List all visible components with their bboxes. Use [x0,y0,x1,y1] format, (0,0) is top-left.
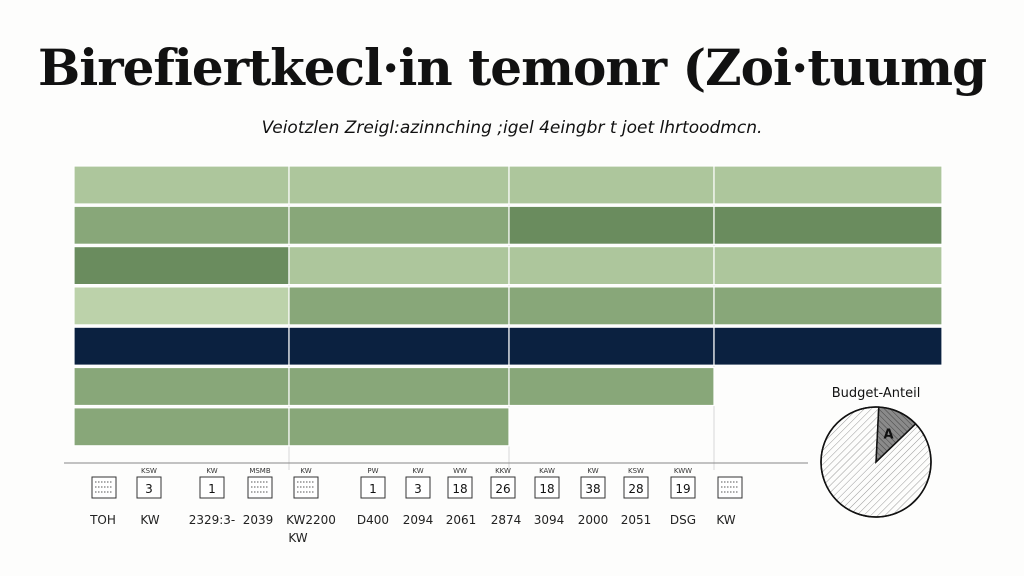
calendar-box [405,476,431,499]
x-tick-label-6: D400 [357,513,389,527]
x-tick-label-14: KW [716,513,735,527]
calendar-tick-head: MSMB [249,467,271,475]
calendar-tick-number: 38 [585,482,600,496]
calendar-tick-head: KW [206,467,217,475]
bar-row-4-segment-3 [508,286,715,326]
calendar-box [447,476,473,499]
x-tick-label-11: 2000 [578,513,609,527]
bar-row-3-segment-1 [73,246,290,286]
calendar-tick-2: KSW 3 [136,467,162,499]
calendar-tick-12: KSW 28 [623,467,649,499]
calendar-tick-head: KWW [674,467,692,475]
calendar-tick-head: KW [587,467,598,475]
bar-row-3-segment-2 [288,246,510,286]
calendar-tick-head: KW [412,467,423,475]
calendar-tick-head: KAW [539,467,555,475]
x-tick-label-5: KW2200 [286,513,336,527]
x-tick-label-9: 2874 [491,513,522,527]
pie-outline [820,406,932,518]
calendar-tick-7: KW 3 [405,467,431,499]
bar-row-3-segment-4 [713,246,943,286]
calendar-box [490,476,516,499]
calendar-tick-head: KW [300,467,311,475]
calendar-tick-number: 1 [208,482,216,496]
bar-row-5-segment-1 [73,326,290,366]
pie-title: Budget-Anteil [832,386,921,401]
bar-row-1-segment-4 [713,165,943,205]
bar-row-3-segment-3 [508,246,715,286]
calendar-box [136,476,162,499]
calendar-tick-8: WW 18 [447,467,473,499]
bar-row-1-segment-2 [288,165,510,205]
x-tick-label-12: 2051 [621,513,652,527]
bar-row-7-segment-2 [288,407,510,447]
bar-row-1-segment-1 [73,165,290,205]
calendar-tick-number: 3 [145,482,153,496]
calendar-box [670,476,696,499]
x-tick-label-8: 2061 [446,513,477,527]
calendar-tick-14 [717,476,743,499]
calendar-tick-head: KKW [495,467,511,475]
x-tick-label-1: TOH [89,513,116,527]
bar-row-1-segment-3 [508,165,715,205]
x-tick-label-13: DSG [670,513,696,527]
bar-row-4-segment-2 [288,286,510,326]
calendar-tick-11: KW 38 [580,467,606,499]
x-axis-sublabel: KW [288,531,307,545]
inset-pie-chart: A Budget-Anteil [820,386,932,518]
bar-row-5-segment-2 [288,326,510,366]
bar-row-4-segment-1 [73,286,290,326]
chart-subtitle: Veiotzlen Zreigl:azinnching ;igel 4eingb… [261,118,763,138]
x-tick-label-4: 2039 [243,513,274,527]
calendar-tick-head: WW [453,467,467,475]
calendar-tick-number: 26 [495,482,510,496]
x-tick-label-2: KW [140,513,159,527]
bar-row-2-segment-3 [508,205,715,245]
calendar-tick-number: 28 [628,482,643,496]
calendar-tick-number: 3 [414,482,422,496]
calendar-box [199,476,225,499]
calendar-tick-6: PW 1 [360,467,386,499]
bar-row-2-segment-4 [713,205,943,245]
calendar-box [534,476,560,499]
bar-row-2-segment-2 [288,205,510,245]
bar-row-5-segment-3 [508,326,715,366]
calendar-tick-9: KKW 26 [490,467,516,499]
calendar-tick-number: 18 [452,482,467,496]
calendar-tick-number: 18 [539,482,554,496]
calendar-tick-13: KWW 19 [670,467,696,499]
bar-row-6-segment-3 [508,366,715,407]
bar-row-6-segment-2 [288,366,510,407]
x-tick-label-3: 2329:3- [189,513,236,527]
bar-row-7-segment-1 [73,407,290,447]
calendar-tick-head: KSW [628,467,644,475]
x-axis: KSW 3 KW 1 MSMB KW PW 1 KW 3 WW 18 KKW 26 KAW 18 KW 38 KSW… [64,462,808,545]
calendar-tick-10: KAW 18 [534,467,560,499]
calendar-box [623,476,649,499]
bar-row-4-segment-4 [713,286,943,326]
calendar-tick-4: MSMB [247,467,273,499]
bar-row-6-segment-1 [73,366,290,407]
calendar-tick-1 [91,476,117,499]
pie-slice-label: A [883,427,893,442]
calendar-box [580,476,606,499]
bars [73,165,943,447]
calendar-tick-number: 1 [369,482,377,496]
calendar-tick-number: 19 [675,482,690,496]
x-tick-label-7: 2094 [403,513,434,527]
chart-title: Birefiertkecl·in temonr (Zoi·tuumg [37,38,987,97]
x-tick-label-10: 3094 [534,513,565,527]
calendar-tick-head: KSW [141,467,157,475]
bar-row-5-segment-4 [713,326,943,366]
bar-row-2-segment-1 [73,205,290,245]
calendar-tick-head: PW [367,467,378,475]
calendar-tick-3: KW 1 [199,467,225,499]
calendar-tick-5: KW [293,467,319,499]
calendar-box [360,476,386,499]
